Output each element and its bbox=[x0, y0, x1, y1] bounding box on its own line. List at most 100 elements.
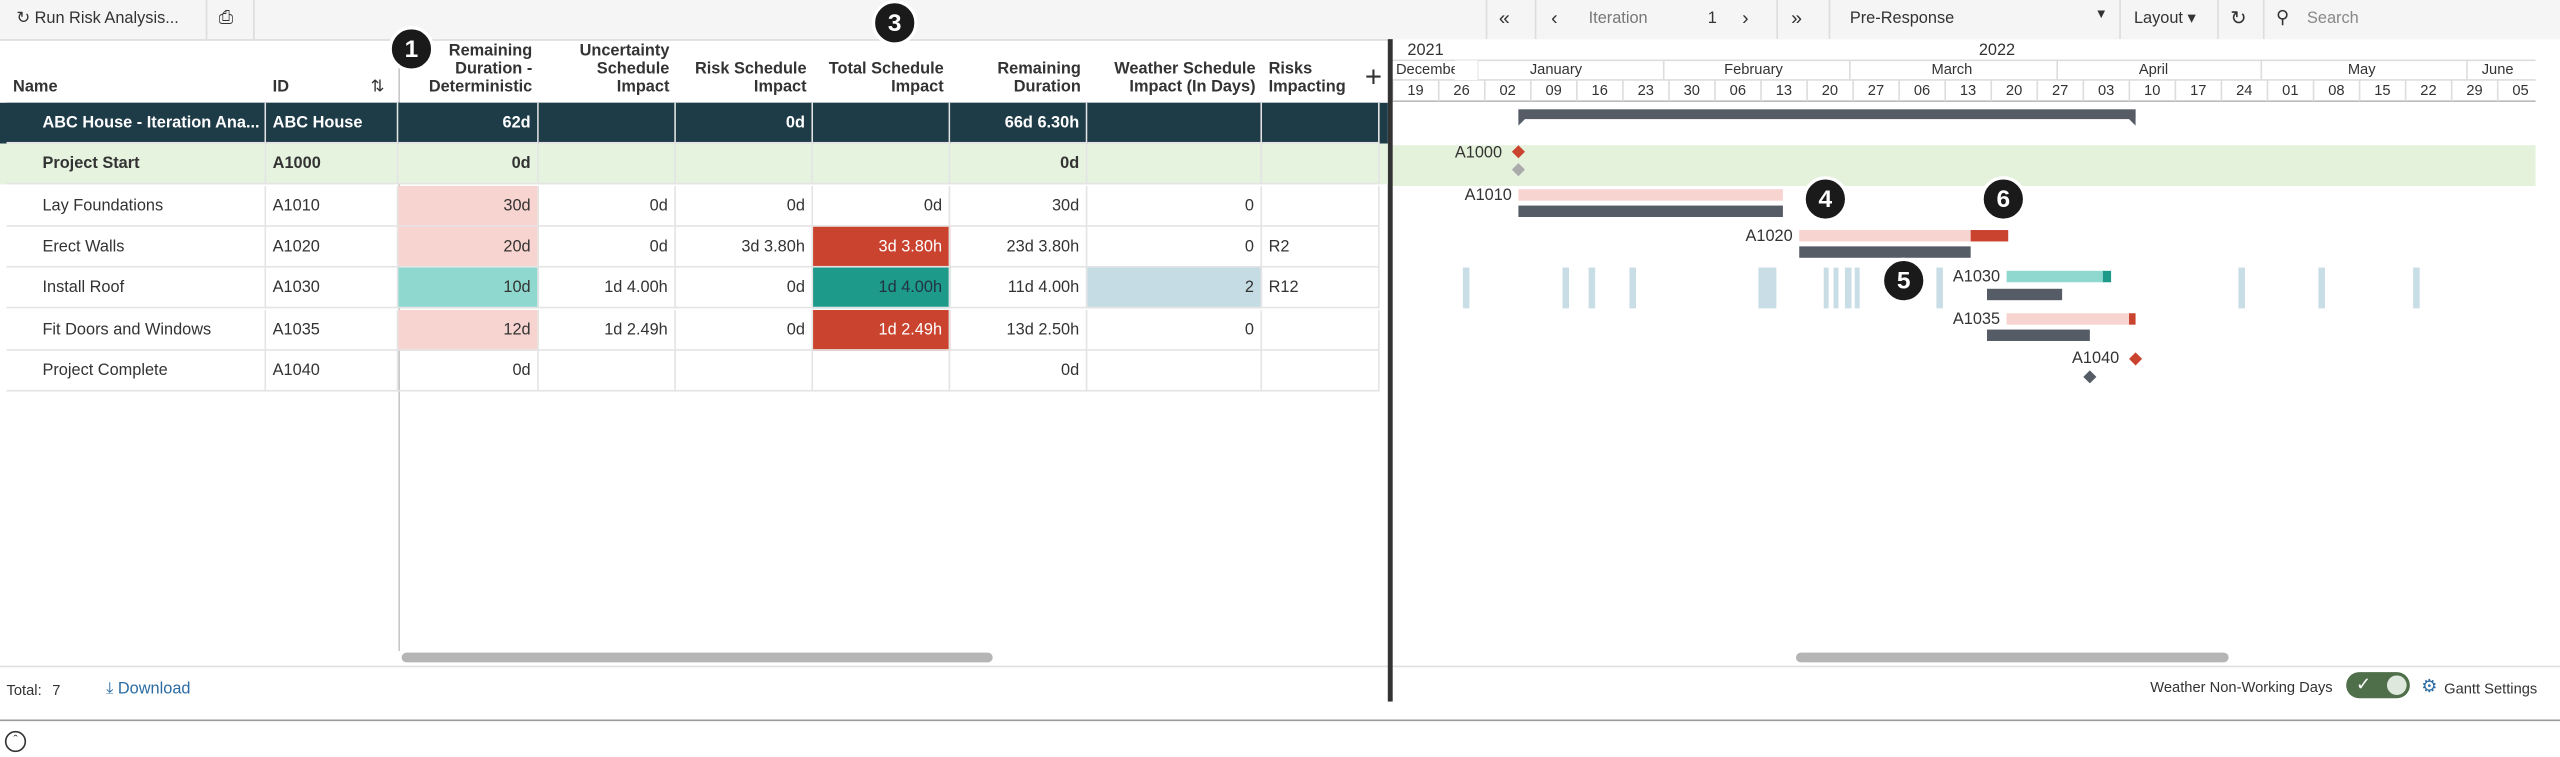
table-cell: A1040 bbox=[266, 350, 399, 392]
run-risk-button[interactable]: ↻ Run Risk Analysis... bbox=[16, 9, 179, 28]
scrollbar[interactable] bbox=[401, 652, 993, 663]
bar-label: A1020 bbox=[1746, 227, 1793, 245]
bar-baseline bbox=[1986, 288, 2063, 301]
download-label: Download bbox=[117, 680, 191, 699]
task-name: Install Roof bbox=[6, 267, 267, 309]
search-icon: ⚲ bbox=[2275, 8, 2290, 28]
table-cell: 0d bbox=[538, 185, 676, 227]
table-cell: 0 bbox=[1087, 226, 1263, 268]
day-label: 19 bbox=[1407, 83, 1423, 99]
day-label: 27 bbox=[2052, 83, 2068, 99]
settings-icon: ⚙ bbox=[2421, 677, 2438, 697]
bar-label: A1035 bbox=[1953, 310, 2000, 328]
refresh-button[interactable]: ↻ bbox=[2230, 6, 2247, 30]
iteration-value[interactable]: 1 bbox=[1707, 9, 1717, 28]
search-input[interactable]: Search bbox=[2307, 9, 2359, 28]
splitter[interactable] bbox=[1387, 39, 1393, 702]
column-header[interactable]: Risk Schedule Impact bbox=[694, 60, 807, 97]
day-label: 01 bbox=[2282, 83, 2298, 99]
table-cell bbox=[1262, 144, 1380, 185]
column-header[interactable]: ID bbox=[272, 78, 289, 97]
table-cell bbox=[675, 144, 814, 185]
table-cell: A1000 bbox=[266, 144, 399, 185]
scrollbar[interactable] bbox=[1795, 652, 2229, 663]
summary-bar bbox=[1518, 109, 2136, 120]
table-cell bbox=[1087, 144, 1263, 185]
day-label: 13 bbox=[1960, 83, 1976, 99]
day-scale: 19 26 02 09 16 23 30 06 13 20 27 06 13 20 27 03 10 17 24 01… bbox=[1391, 41, 2529, 102]
next-button[interactable]: › bbox=[1742, 6, 1749, 30]
layout-menu[interactable]: Layout ▾ bbox=[2133, 9, 2196, 28]
column-header[interactable]: Weather Schedule Impact (In Days) bbox=[1114, 60, 1256, 97]
table-cell: 66d 6.30h bbox=[950, 102, 1088, 144]
callout-badge bbox=[1980, 176, 2027, 222]
year-label: 2021 bbox=[1407, 41, 1443, 59]
total-value: 7 bbox=[52, 681, 61, 699]
total-label: Total: bbox=[6, 681, 42, 699]
day-label: 03 bbox=[2098, 83, 2114, 99]
table-cell: 1d 2.49h bbox=[813, 309, 951, 350]
first-button[interactable]: « bbox=[1498, 6, 1510, 30]
column-header[interactable]: Remaining Duration bbox=[997, 60, 1081, 97]
table-cell bbox=[1262, 309, 1380, 350]
print-button[interactable]: ⎙ bbox=[218, 8, 234, 28]
day-label: 29 bbox=[2466, 83, 2482, 99]
month-label: February bbox=[1724, 62, 1783, 78]
callout-badge bbox=[388, 26, 435, 72]
table-cell: ABC House bbox=[266, 102, 399, 144]
day-label: 06 bbox=[1914, 83, 1930, 99]
callout-number: 3 bbox=[888, 10, 902, 37]
bar-uncertainty bbox=[2129, 313, 2136, 325]
table-cell: 1d 2.49h bbox=[538, 309, 676, 350]
separator bbox=[2262, 0, 2265, 40]
table-cell bbox=[1262, 350, 1380, 392]
gantt-settings-link[interactable]: Gantt Settings bbox=[2444, 680, 2538, 697]
table-cell: 0d bbox=[675, 185, 814, 227]
table-cell: 0 bbox=[1087, 309, 1263, 350]
expand-button[interactable]: ˆ bbox=[4, 730, 27, 753]
bar-label: A1010 bbox=[1465, 186, 1512, 204]
table-cell bbox=[1262, 102, 1380, 144]
table-cell: 23d 3.80h bbox=[950, 226, 1088, 268]
column-header[interactable]: Risks Impacting bbox=[1268, 60, 1346, 97]
month-label: June bbox=[2482, 62, 2514, 78]
table-cell: 0d bbox=[538, 226, 676, 268]
download-link[interactable]: ⤓ Download bbox=[106, 680, 191, 699]
month-label: March bbox=[1931, 62, 1972, 78]
month-clip bbox=[1454, 60, 1478, 80]
weather-label: Weather Non-Working Days bbox=[2150, 678, 2333, 696]
task-name: Project Start bbox=[6, 144, 267, 185]
day-label: 05 bbox=[2512, 83, 2528, 99]
column-header[interactable]: Remaining Duration - Deterministic bbox=[428, 42, 533, 97]
run-label: Run Risk Analysis... bbox=[34, 9, 179, 28]
prev-button[interactable]: ‹ bbox=[1551, 6, 1558, 30]
column-header[interactable]: Uncertainty Schedule Impact bbox=[579, 42, 670, 97]
separator bbox=[1534, 0, 1537, 40]
column-header[interactable]: Total Schedule Impact bbox=[828, 60, 944, 97]
sort-icon[interactable]: ⇅ bbox=[370, 78, 385, 97]
day-label: 10 bbox=[2144, 83, 2160, 99]
callout-badge bbox=[1880, 257, 1927, 304]
last-button[interactable]: » bbox=[1791, 6, 1802, 30]
column-header[interactable]: Name bbox=[13, 78, 58, 97]
bar-deterministic bbox=[1799, 230, 1971, 242]
row-highlight bbox=[1392, 145, 2536, 186]
bar-deterministic bbox=[1518, 189, 1783, 201]
add-column-button[interactable]: + bbox=[1364, 60, 1383, 93]
task-name: Fit Doors and Windows bbox=[6, 309, 267, 350]
year-label: 2022 bbox=[1979, 41, 2015, 59]
table-cell: 3d 3.80h bbox=[675, 226, 814, 268]
table-cell bbox=[813, 144, 951, 185]
day-label: 09 bbox=[1546, 83, 1562, 99]
table-cell: R2 bbox=[1262, 226, 1380, 268]
table-cell: 1d 4.00h bbox=[538, 267, 676, 309]
table-cell bbox=[1262, 185, 1380, 227]
scenario-select[interactable]: Pre-Response bbox=[1849, 9, 1955, 28]
weather-toggle[interactable]: ✓ bbox=[2346, 672, 2410, 699]
task-name: Lay Foundations bbox=[6, 185, 267, 227]
callout-badge bbox=[1802, 176, 1849, 222]
table-cell: 0 bbox=[1087, 185, 1263, 227]
table-cell: 10d bbox=[398, 267, 539, 309]
